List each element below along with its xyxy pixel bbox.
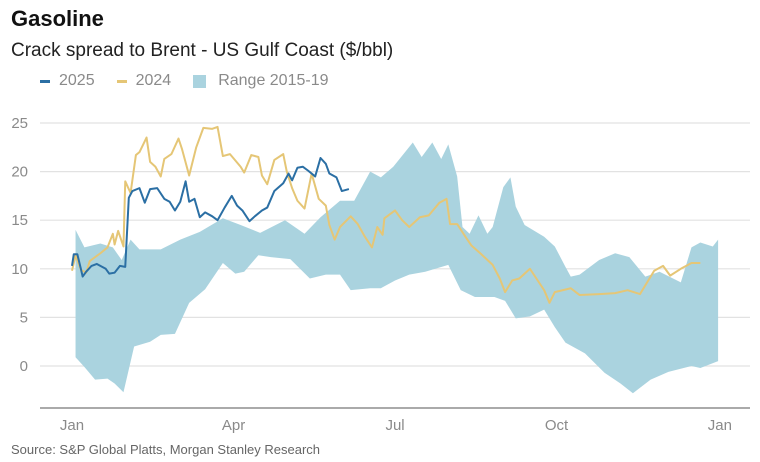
- x-tick-label: Jan: [60, 417, 84, 434]
- y-tick-label: 15: [11, 212, 28, 229]
- x-tick-label: Apr: [222, 417, 245, 434]
- legend: 2025 2024 Range 2015-19: [40, 72, 351, 90]
- y-tick-label: 5: [20, 309, 28, 326]
- x-tick-label: Jul: [385, 417, 404, 434]
- y-tick-label: 0: [20, 358, 28, 375]
- chart-title: Gasoline: [11, 6, 104, 31]
- legend-label-2024: 2024: [135, 72, 172, 89]
- chart-subtitle: Crack spread to Brent - US Gulf Coast ($…: [11, 40, 394, 61]
- series-line-2024: [71, 125, 701, 304]
- y-tick-label: 25: [11, 115, 28, 132]
- legend-swatch-2024: [116, 79, 127, 83]
- source-note: Source: S&P Global Platts, Morgan Stanle…: [11, 442, 321, 457]
- legend-item-range: Range 2015-19: [193, 72, 329, 90]
- legend-swatch-2025: [40, 79, 50, 83]
- legend-swatch-range: [193, 74, 207, 88]
- legend-label-2025: 2025: [59, 72, 95, 89]
- series-line-2025: [71, 156, 350, 278]
- y-tick-label: 10: [11, 261, 28, 278]
- legend-label-range: Range 2015-19: [218, 72, 329, 89]
- legend-item-2025: 2025: [40, 72, 95, 90]
- x-tick-label: Jan: [708, 417, 732, 434]
- y-tick-label: 20: [11, 164, 28, 181]
- x-tick-label: Oct: [545, 417, 569, 434]
- legend-item-2024: 2024: [116, 72, 172, 90]
- range-band-2015-19: [75, 142, 719, 394]
